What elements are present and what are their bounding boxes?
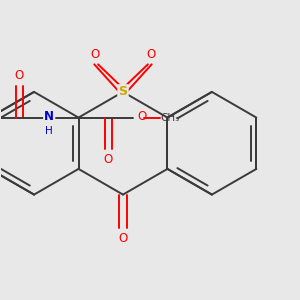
Text: O: O: [118, 232, 127, 245]
Text: S: S: [118, 85, 127, 98]
Text: O: O: [15, 69, 24, 82]
Text: CH₃: CH₃: [160, 112, 180, 123]
Text: O: O: [104, 153, 113, 166]
Text: O: O: [146, 48, 155, 61]
Text: H: H: [45, 126, 53, 136]
Text: N: N: [44, 110, 54, 123]
Text: O: O: [91, 48, 100, 61]
Text: O: O: [137, 110, 147, 123]
